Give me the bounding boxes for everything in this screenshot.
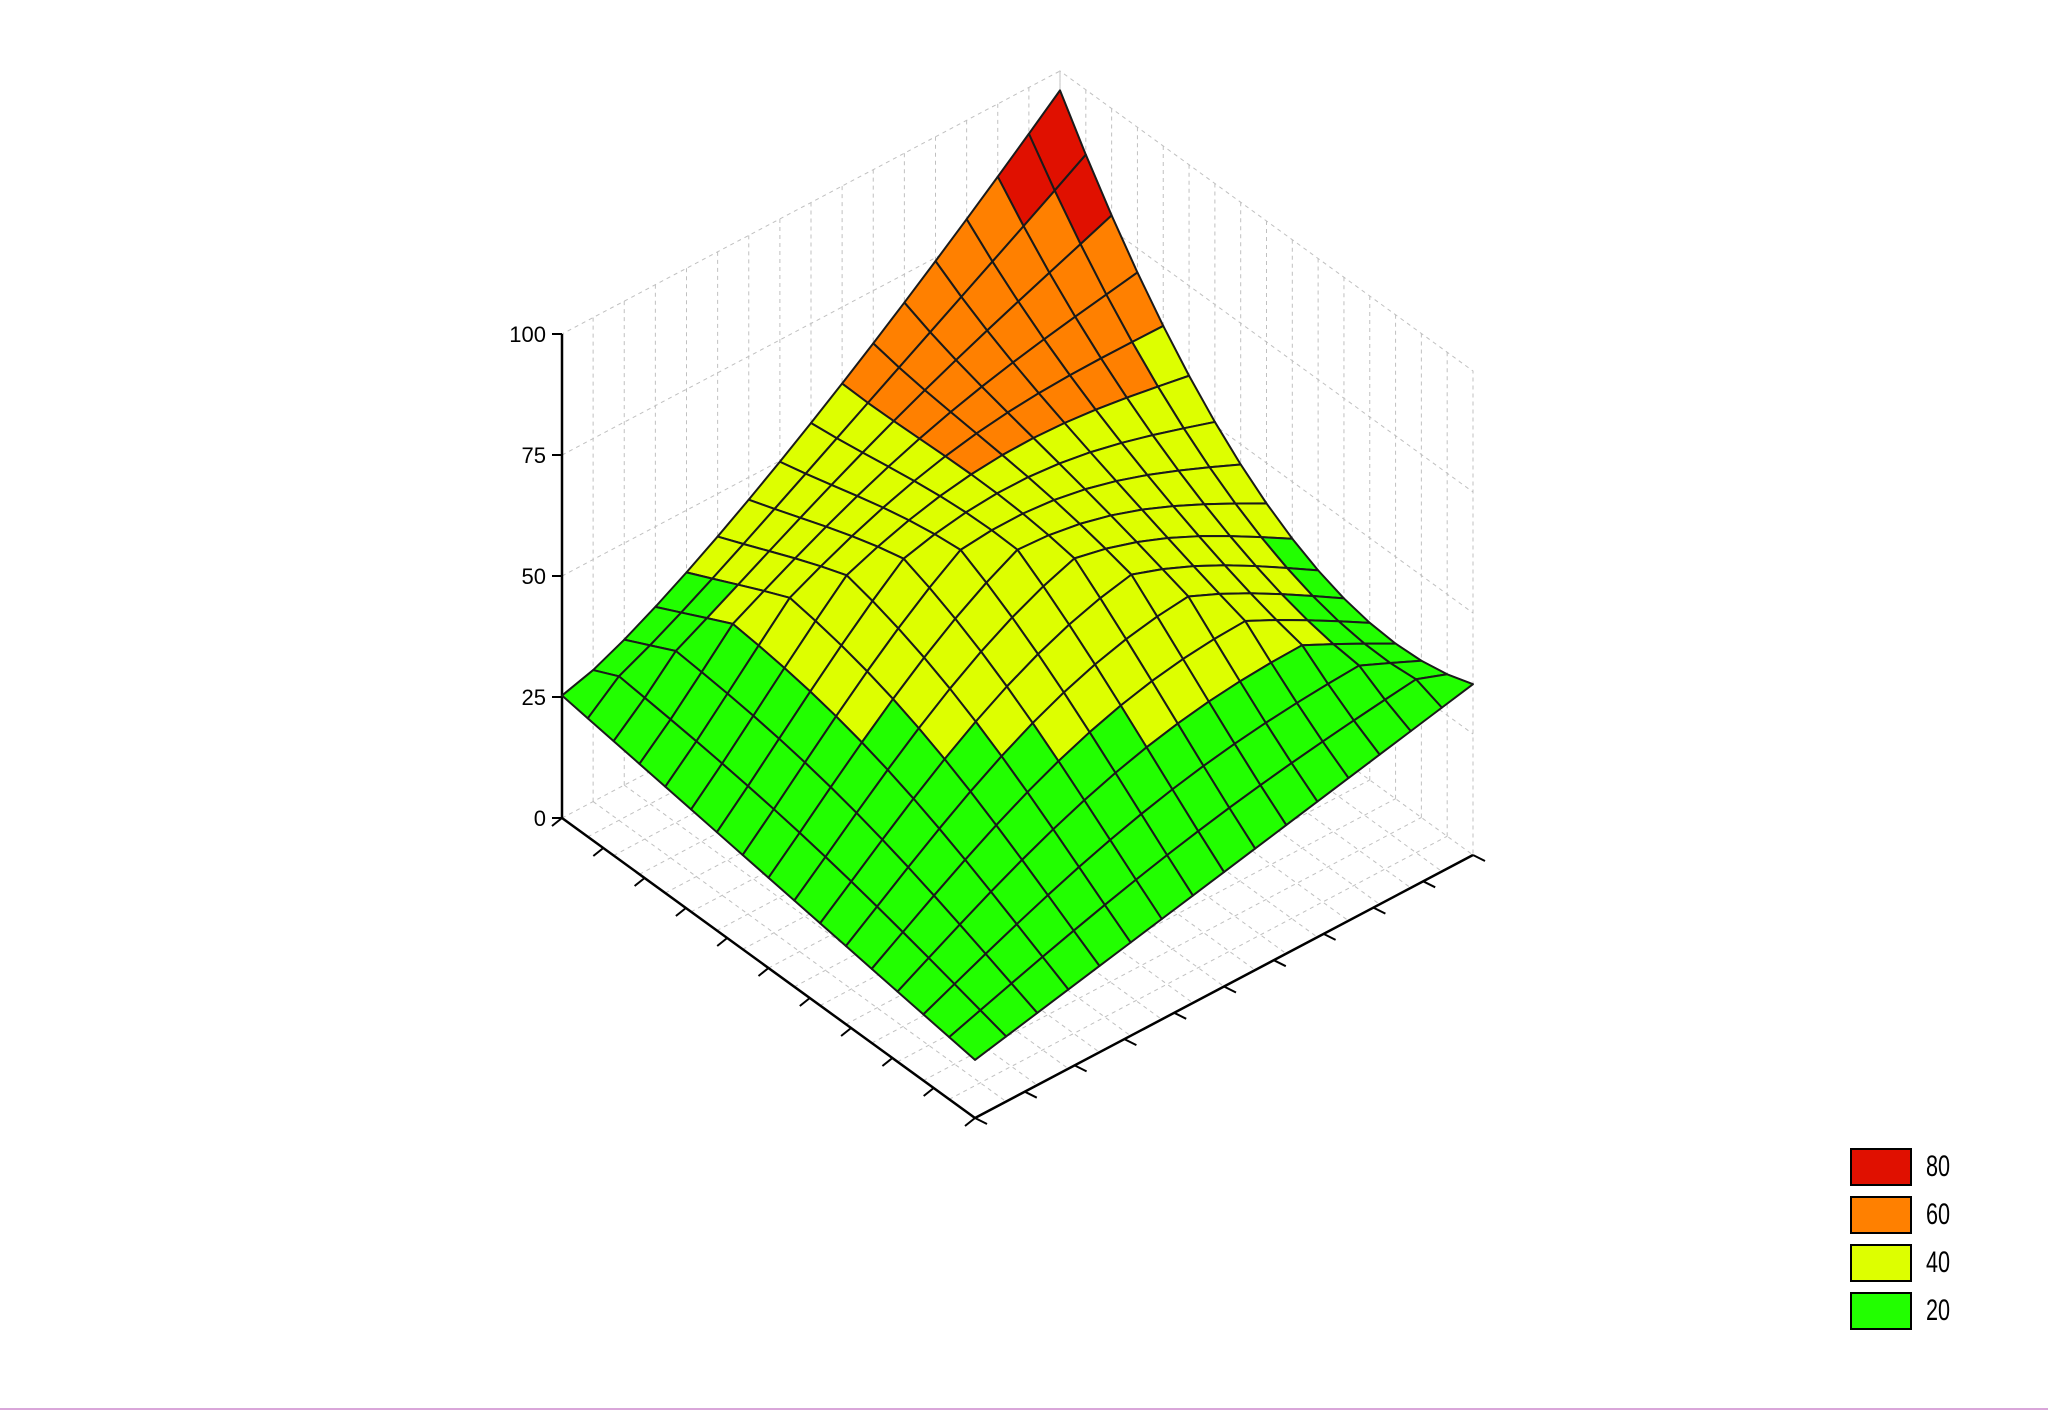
x-tick bbox=[551, 817, 563, 827]
z-tick-label: 0 bbox=[534, 806, 546, 831]
bottom-border bbox=[0, 1408, 2048, 1410]
x-tick bbox=[964, 1117, 976, 1127]
floor-grid-line bbox=[966, 603, 1380, 905]
floor-grid-line bbox=[935, 620, 1349, 922]
y-tick bbox=[1223, 985, 1237, 994]
x-tick bbox=[840, 1027, 852, 1037]
surface-mesh bbox=[561, 89, 1474, 1061]
x-tick bbox=[675, 907, 687, 917]
x-tick bbox=[633, 877, 646, 887]
legend-label: 60 bbox=[1926, 1198, 1951, 1231]
floor-grid-line bbox=[1028, 571, 1443, 872]
z-tick-label: 75 bbox=[522, 443, 546, 468]
x-tick bbox=[757, 967, 770, 977]
floor-grid-line bbox=[904, 636, 1318, 938]
x-tick bbox=[716, 937, 728, 947]
floor-grid-line bbox=[923, 817, 1422, 1081]
z-tick-label: 25 bbox=[522, 685, 546, 710]
y-tick bbox=[1074, 1064, 1088, 1073]
floor-grid-line bbox=[592, 801, 1007, 1102]
z-tick-label: 50 bbox=[522, 564, 546, 589]
floor-grid-line bbox=[810, 686, 1225, 987]
y-tick bbox=[1323, 933, 1337, 941]
y-tick bbox=[1123, 1038, 1137, 1046]
surface-cell bbox=[948, 1009, 1008, 1061]
legend-label: 20 bbox=[1926, 1294, 1951, 1327]
y-tick bbox=[1273, 959, 1287, 968]
y-tick bbox=[1173, 1011, 1187, 1020]
x-tick bbox=[592, 847, 604, 857]
legend-swatch bbox=[1850, 1244, 1912, 1282]
y-tick bbox=[1472, 854, 1486, 862]
y-tick bbox=[1422, 880, 1436, 889]
x-tick bbox=[923, 1087, 935, 1097]
x-tick bbox=[799, 997, 811, 1007]
floor-grid-line bbox=[872, 653, 1287, 955]
axes: 0 25 50 75 100 bbox=[509, 322, 1486, 1127]
floor-grid-line bbox=[997, 587, 1412, 889]
legend-label: 40 bbox=[1926, 1246, 1951, 1279]
x-tick bbox=[881, 1057, 894, 1067]
legend-swatch bbox=[1850, 1148, 1912, 1186]
floor-grid-line bbox=[841, 669, 1256, 971]
y-tick bbox=[1372, 906, 1386, 915]
legend-swatch bbox=[1850, 1196, 1912, 1234]
legend-swatch bbox=[1850, 1292, 1912, 1330]
y-tick bbox=[974, 1117, 988, 1125]
floor-grid-line bbox=[779, 702, 1194, 1004]
z-tick-label: 100 bbox=[509, 322, 546, 347]
floor-grid-line bbox=[948, 835, 1448, 1100]
y-tick bbox=[1024, 1090, 1038, 1099]
legend-label: 80 bbox=[1926, 1150, 1951, 1183]
